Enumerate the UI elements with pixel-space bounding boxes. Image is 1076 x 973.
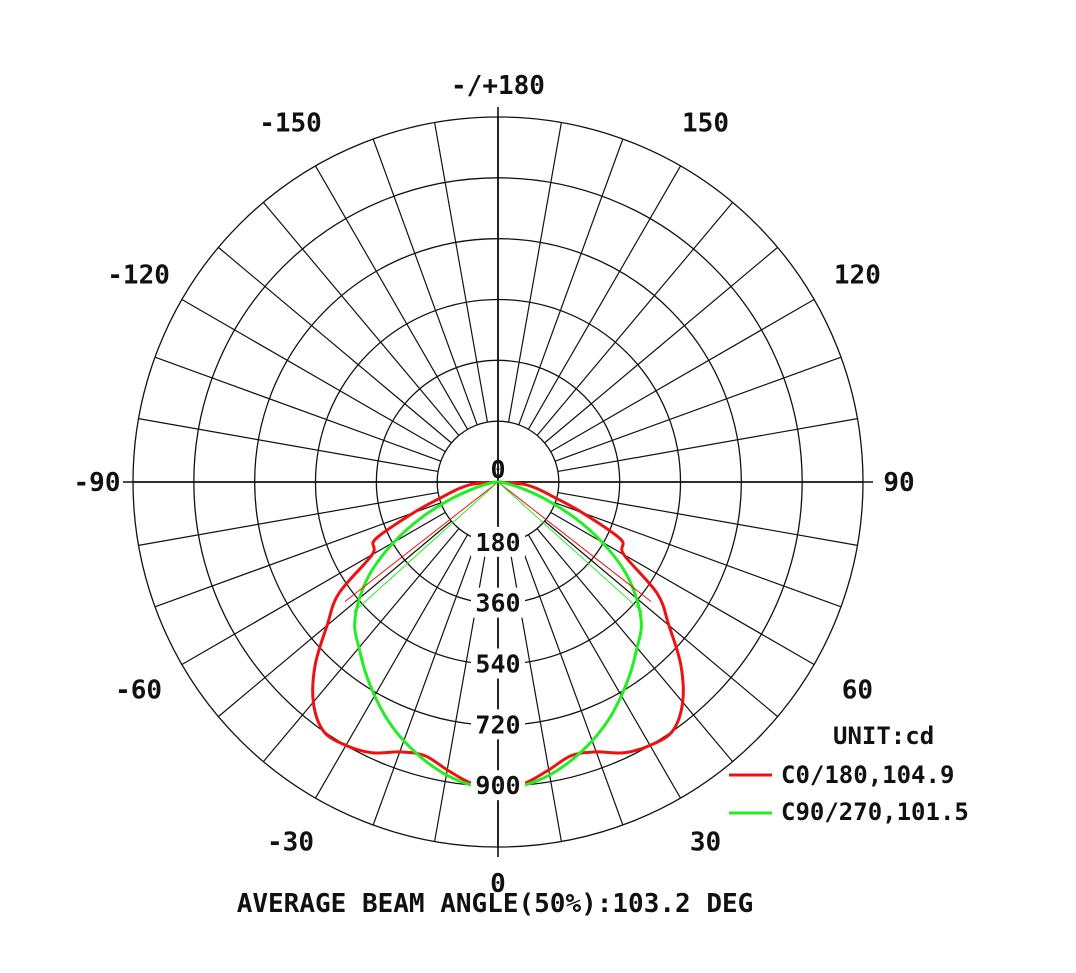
angle-label-9: -30	[267, 827, 314, 857]
grid-spoke-150	[527, 165, 682, 430]
angle-label-4: 120	[834, 261, 881, 291]
grid-spoke-230	[218, 246, 452, 444]
radial-tick-label-4: 720	[475, 710, 520, 739]
average-beam-angle-caption: AVERAGE BEAM ANGLE(50%):103.2 DEG	[237, 889, 754, 919]
legend-label-c0-180: C0/180,104.9	[781, 761, 954, 789]
beam-angle-guide-2	[353, 481, 499, 613]
grid-spoke-100	[557, 418, 858, 473]
grid-spoke-250	[154, 356, 442, 462]
grid-spoke-80	[557, 491, 858, 546]
radial-tick-label-2: 360	[475, 589, 520, 618]
radial-tick-bg-3	[471, 648, 525, 679]
grid-spoke-240	[181, 298, 446, 453]
grid-spoke-70	[554, 502, 842, 608]
grid-spoke-110	[554, 356, 842, 462]
grid-spoke-340	[372, 538, 478, 826]
grid-spoke-40	[536, 528, 734, 762]
beam-angle-guide-3	[497, 481, 643, 613]
grid-spoke-200	[372, 138, 478, 426]
beam-angle-guide-1	[497, 481, 652, 603]
grid-spoke-130	[544, 246, 778, 444]
angle-label-3: -120	[107, 261, 170, 291]
grid-spoke-60	[550, 511, 815, 666]
grid-spoke-330	[314, 534, 469, 799]
radial-tick-label-1: 180	[475, 528, 520, 557]
angle-label-8: 60	[842, 676, 873, 706]
legend-label-c90-270: C90/270,101.5	[781, 798, 969, 826]
beam-angle-guide-0	[344, 481, 499, 603]
grid-spoke-20	[518, 538, 624, 826]
unit-label: UNIT:cd	[833, 722, 934, 750]
grid-spoke-280	[138, 491, 439, 546]
radial-tick-label-0: 0	[490, 455, 505, 484]
angle-label-7: -60	[115, 676, 162, 706]
grid-spoke-290	[154, 502, 442, 608]
radial-tick-labels: 0 180 360 540 720 900	[471, 455, 525, 801]
grid-spoke-320	[262, 528, 460, 762]
angle-label-0: -/+180	[451, 71, 545, 101]
radial-tick-bg-1	[471, 526, 525, 557]
angle-label-11: 0	[490, 869, 506, 899]
angle-label-1: -150	[259, 109, 322, 139]
grid-spoke-170	[507, 122, 562, 423]
grid-spoke-30	[527, 534, 682, 799]
angle-label-6: 90	[883, 468, 914, 498]
radial-tick-label-5: 900	[475, 771, 520, 800]
grid-spoke-50	[544, 520, 778, 718]
angle-label-5: -90	[74, 468, 121, 498]
radial-tick-bg-4	[471, 709, 525, 740]
grid-spoke-260	[138, 418, 439, 473]
legend: C0/180,104.9 C90/270,101.5	[729, 761, 969, 826]
radial-tick-bg-5	[471, 770, 525, 801]
grid-spoke-220	[262, 202, 460, 436]
grid-spoke-120	[550, 298, 815, 453]
radial-tick-label-3: 540	[475, 650, 520, 679]
angle-label-2: 150	[682, 109, 729, 139]
radial-tick-bg-2	[471, 587, 525, 618]
angle-labels: -/+180 -150 150 -120 120 -90 90 -60 60 -30 30 0	[74, 71, 915, 899]
grid-spoke-300	[181, 511, 446, 666]
grid-spoke-190	[434, 122, 489, 423]
grid-spoke-140	[536, 202, 734, 436]
angle-label-10: 30	[690, 827, 721, 857]
grid-spoke-310	[218, 520, 452, 718]
grid-spoke-160	[518, 138, 624, 426]
grid-spoke-210	[314, 165, 469, 430]
